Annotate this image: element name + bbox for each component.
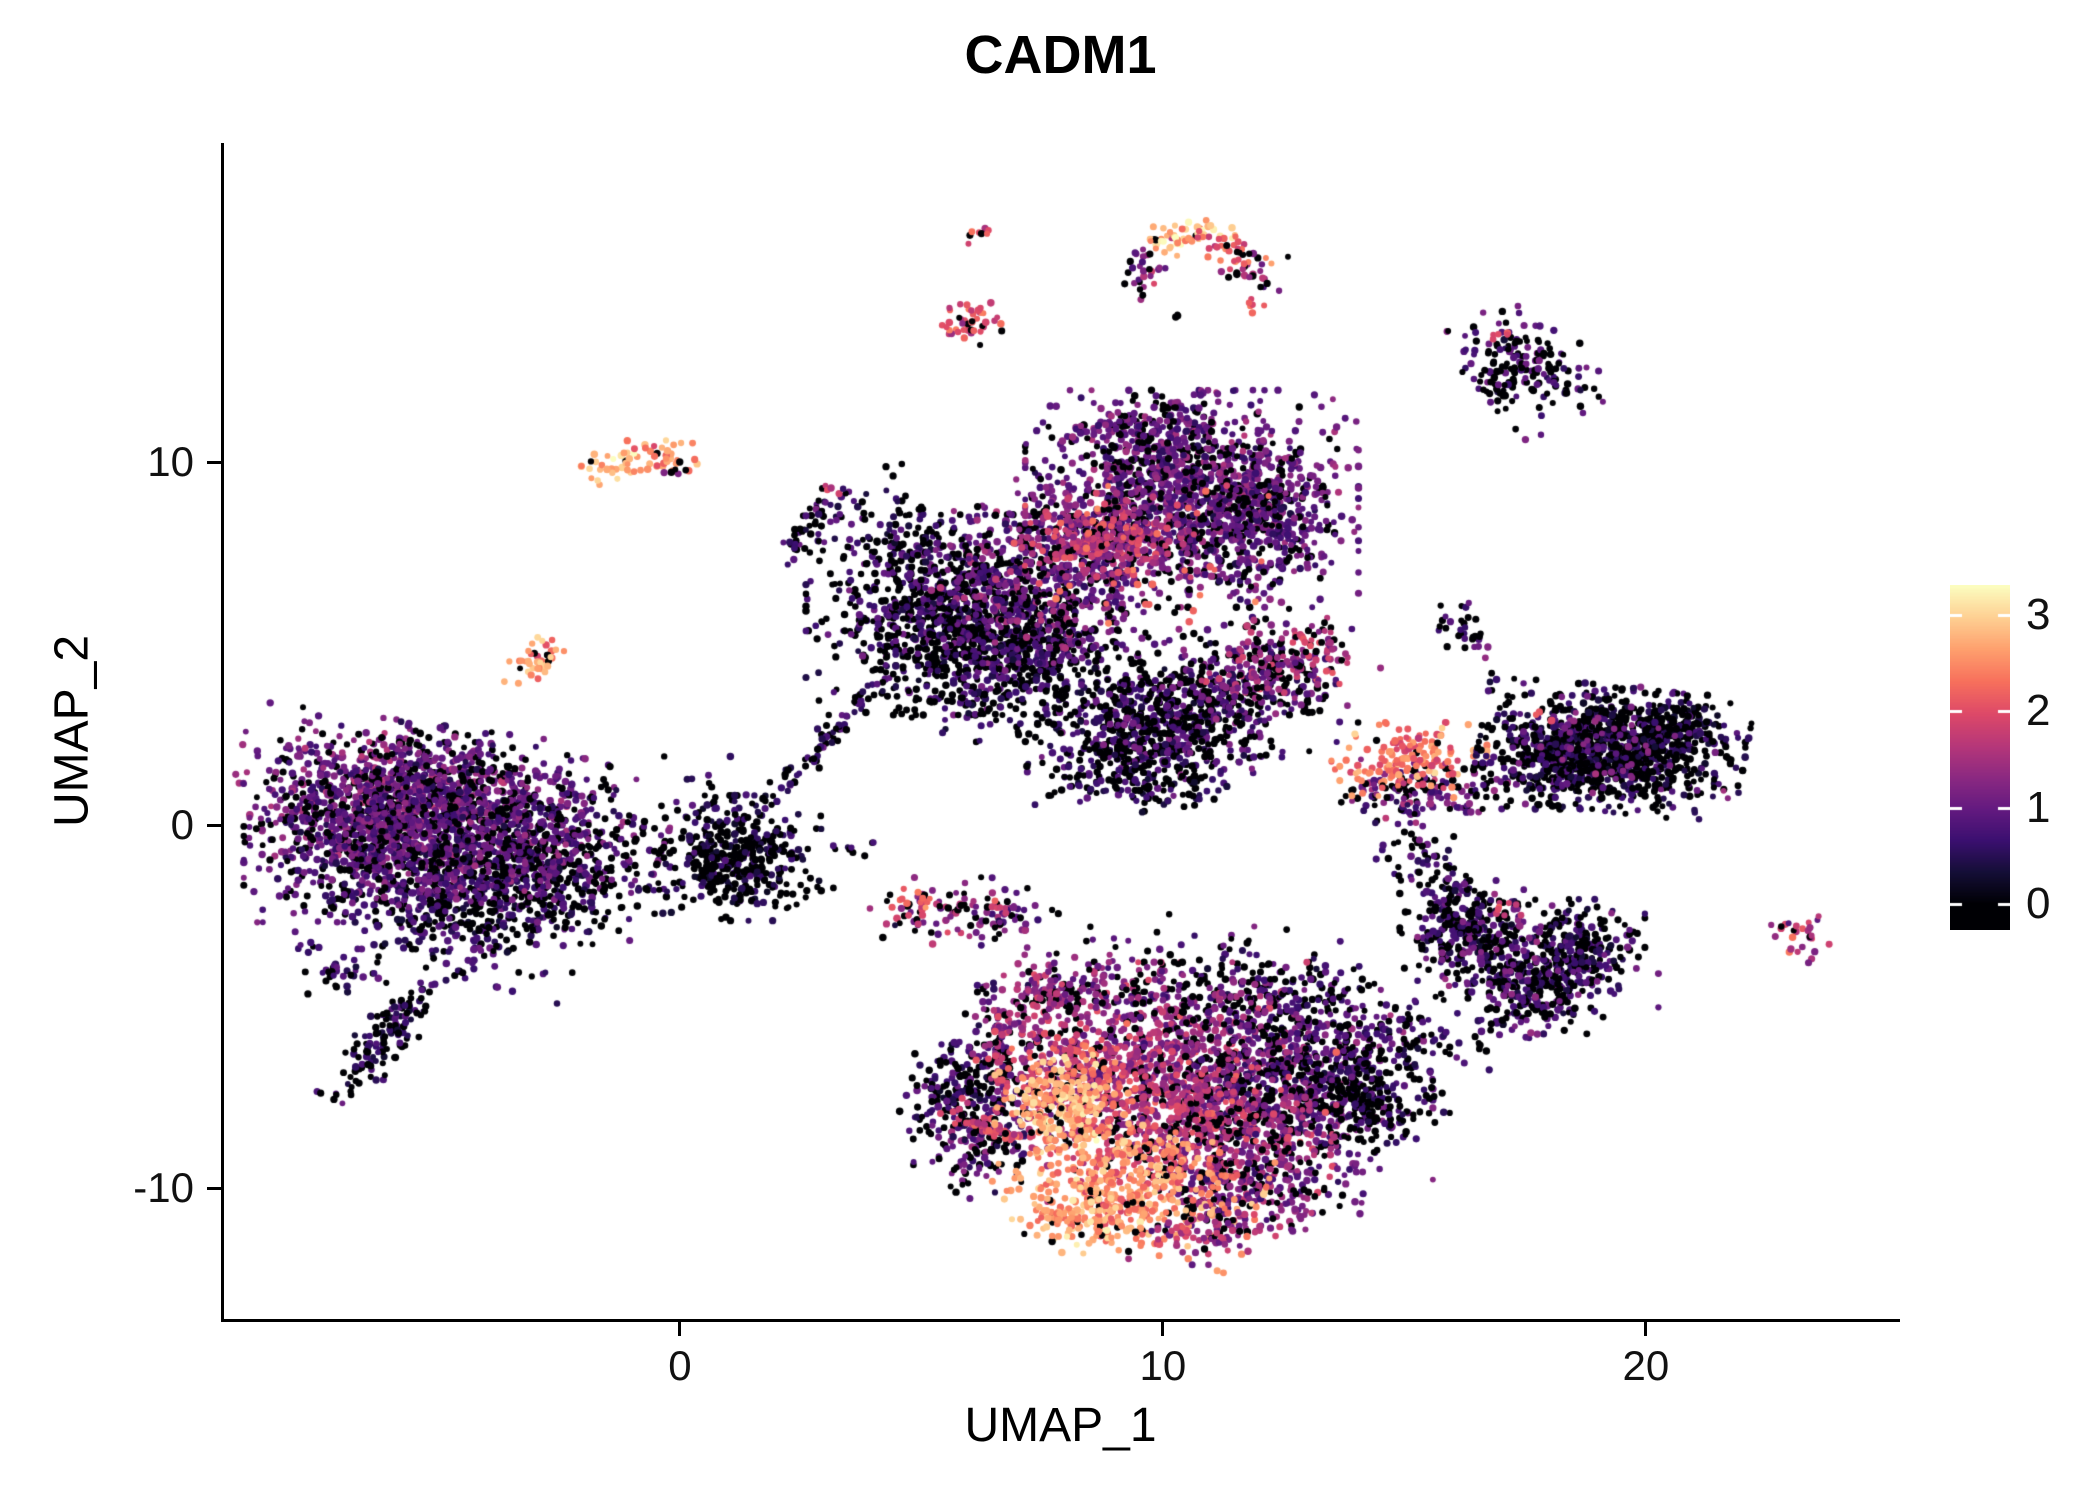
y-axis-line — [221, 143, 224, 1322]
y-tick-label: 10 — [147, 438, 194, 486]
x-axis-title: UMAP_1 — [964, 1399, 1157, 1452]
x-tick-mark — [1644, 1322, 1648, 1336]
x-tick-mark — [678, 1322, 682, 1336]
x-tick-label: 10 — [1139, 1342, 1187, 1389]
y-tick-mark — [207, 1186, 221, 1190]
x-tick-label: 0 — [668, 1342, 692, 1389]
y-tick-label: 0 — [170, 801, 194, 849]
colorbar-tick-label: 3 — [2026, 590, 2051, 639]
y-tick-mark — [207, 460, 221, 464]
colorbar-tick-label: 1 — [2026, 783, 2051, 832]
y-tick-mark — [207, 823, 221, 827]
colorbar-gradient — [1950, 585, 2010, 930]
plot-title: CADM1 — [964, 25, 1157, 85]
colorbar-tick-label: 2 — [2026, 686, 2051, 735]
x-tick-label: 20 — [1622, 1342, 1670, 1389]
x-axis-line — [221, 1319, 1900, 1322]
y-tick-label: -10 — [133, 1164, 194, 1212]
x-tick-mark — [1161, 1322, 1165, 1336]
y-axis-title: UMAP_2 — [45, 634, 99, 828]
colorbar-tick-label: 0 — [2026, 879, 2051, 928]
